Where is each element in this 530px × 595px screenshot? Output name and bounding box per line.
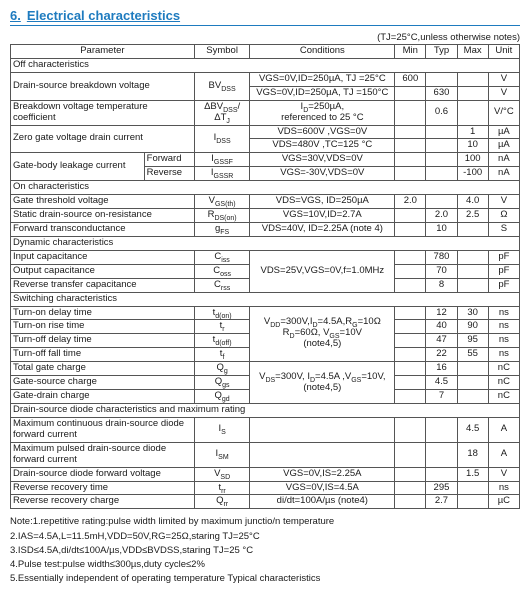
hdr-min: Min (395, 45, 426, 59)
group-on: On characteristics (11, 181, 520, 195)
table-row: Static drain-source on-resistance RDS(on… (11, 209, 520, 223)
table-row: Breakdown voltage temperature coefficien… (11, 100, 520, 125)
note-4: 4.Pulse test:pulse width≤300µs,duty cycl… (24, 558, 520, 572)
electrical-characteristics-table: Parameter Symbol Conditions Min Typ Max … (10, 44, 520, 509)
table-row: Drain-source breakdown voltage BVDSS VGS… (11, 72, 520, 86)
section-text: Electrical characteristics (27, 8, 180, 23)
table-row: Forward transconductance gFS VDS=40V, ID… (11, 222, 520, 236)
group-dyn: Dynamic characteristics (11, 236, 520, 250)
table-row: Maximum continuous drain-source diode fo… (11, 417, 520, 442)
note-1: Note:1.repetitive rating:pulse width lim… (24, 515, 520, 529)
group-diode: Drain-source diode characteristics and m… (11, 403, 520, 417)
hdr-max: Max (457, 45, 488, 59)
note-3: 3.ISD≤4.5A,di/dt≤100A/µs,VDD≤BVDSS,stari… (24, 544, 520, 558)
group-sw: Switching characteristics (11, 292, 520, 306)
note-5: 5.Essentially independent of operating t… (24, 572, 520, 586)
table-row: Reverse recovery charge Qrr di/dt=100A/µ… (11, 495, 520, 509)
hdr-param: Parameter (11, 45, 195, 59)
section-title: 6. Electrical characteristics (10, 8, 520, 23)
conditions-note: (TJ=25°C,unless otherwise notes) (10, 32, 520, 43)
title-rule (10, 25, 520, 26)
table-row: Total gate charge Qg VDS=300V, ID=4.5A ,… (11, 362, 520, 376)
hdr-typ: Typ (426, 45, 457, 59)
table-row: Turn-on delay time td(on) VDD=300V,ID=4.… (11, 306, 520, 320)
hdr-cond: Conditions (250, 45, 395, 59)
table-header-row: Parameter Symbol Conditions Min Typ Max … (11, 45, 520, 59)
table-row: Drain-source diode forward voltage VSD V… (11, 467, 520, 481)
hdr-symbol: Symbol (194, 45, 250, 59)
section-number: 6. (10, 8, 21, 23)
table-row: Maximum pulsed drain-source diode forwar… (11, 442, 520, 467)
table-row: Gate-body leakage current Forward IGSSF … (11, 153, 520, 167)
note-2: 2.IAS=4.5A,L=11.5mH,VDD=50V,RG=25Ω,stari… (24, 530, 520, 544)
notes-block: Note:1.repetitive rating:pulse width lim… (10, 515, 520, 586)
group-off: Off characteristics (11, 58, 520, 72)
table-row: Zero gate voltage drain current IDSS VDS… (11, 125, 520, 139)
table-row: Gate threshold voltage VGS(th) VDS=VGS, … (11, 195, 520, 209)
table-row: Reverse recovery time trr VGS=0V,IS=4.5A… (11, 481, 520, 495)
hdr-unit: Unit (488, 45, 519, 59)
table-row: Input capacitance Ciss VDS=25V,VGS=0V,f=… (11, 250, 520, 264)
